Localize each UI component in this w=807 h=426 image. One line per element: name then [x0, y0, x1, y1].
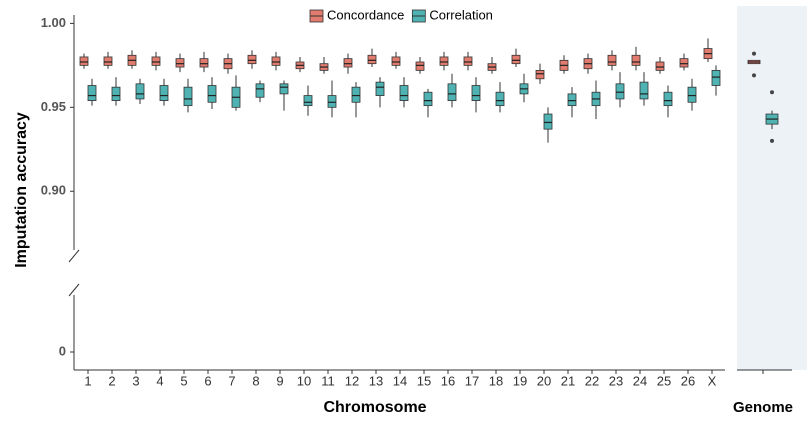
outlier	[770, 138, 774, 143]
x-tick-label: 15	[417, 373, 431, 388]
box	[199, 58, 209, 68]
x-tick-label: 14	[393, 373, 407, 388]
x-tick-label: 18	[489, 373, 503, 388]
box	[463, 56, 473, 66]
x-tick-label: 2	[108, 373, 115, 388]
legend-label: Correlation	[429, 7, 493, 22]
box	[439, 56, 449, 66]
box	[447, 83, 457, 102]
x-tick-label: 20	[537, 373, 551, 388]
box	[415, 61, 425, 71]
legend-label: Concordance	[327, 7, 404, 22]
axis-break	[68, 283, 80, 297]
box	[87, 85, 97, 102]
x-axis-label: Chromosome	[323, 399, 426, 416]
box	[535, 69, 545, 80]
x-tick-label: 6	[204, 373, 211, 388]
outlier	[770, 90, 774, 95]
x-tick-label: 22	[585, 373, 599, 388]
box	[543, 113, 553, 130]
box	[271, 56, 281, 66]
box	[391, 56, 401, 66]
x-tick-label: 21	[561, 373, 575, 388]
x-tick-label: 7	[228, 373, 235, 388]
genome-panel	[737, 6, 807, 370]
x-tick-label: 12	[345, 373, 359, 388]
x-tick-label: 23	[609, 373, 623, 388]
axis-break	[68, 249, 80, 263]
x-tick-label: 9	[276, 373, 283, 388]
x-tick-label: 25	[657, 373, 671, 388]
x-tick-label: 13	[369, 373, 383, 388]
box	[495, 91, 505, 107]
box	[279, 83, 289, 95]
box	[135, 83, 145, 100]
y-tick-label: 0.90	[41, 183, 66, 198]
x-tick-label: 16	[441, 373, 455, 388]
x-tick-label: 11	[321, 373, 335, 388]
x-tick-label: 19	[513, 373, 527, 388]
outlier	[752, 73, 756, 78]
box	[607, 54, 617, 66]
box	[655, 61, 665, 71]
x-tick-label: 5	[180, 373, 187, 388]
box	[511, 54, 521, 65]
box	[327, 95, 337, 108]
x-tick-label: 26	[681, 373, 695, 388]
box	[175, 58, 185, 68]
box	[343, 58, 353, 68]
box	[679, 58, 689, 68]
box	[567, 93, 577, 107]
y-axis-label: Imputation accuracy	[13, 112, 30, 268]
y-tick-label: 0	[59, 343, 66, 358]
box	[687, 86, 697, 103]
box	[151, 56, 161, 66]
box	[471, 85, 481, 102]
box	[399, 85, 409, 102]
y-tick-label: 1.00	[41, 15, 66, 30]
box	[79, 56, 89, 66]
box	[247, 54, 257, 65]
outlier	[752, 51, 756, 56]
genome-label: Genome	[733, 399, 793, 416]
box	[375, 81, 385, 96]
box	[631, 54, 641, 66]
box	[103, 56, 113, 66]
box	[367, 54, 377, 65]
box	[615, 83, 625, 100]
box	[183, 86, 193, 107]
box	[303, 95, 313, 107]
box	[663, 91, 673, 107]
box	[159, 85, 169, 102]
box	[711, 69, 721, 86]
box	[351, 86, 361, 103]
box	[255, 83, 265, 98]
x-tick-label: 4	[156, 373, 163, 388]
x-tick-label: 1	[84, 373, 91, 388]
x-tick-label: 8	[252, 373, 259, 388]
x-tick-label: 24	[633, 373, 647, 388]
x-tick-label: 17	[465, 373, 479, 388]
y-tick-label: 0.95	[41, 99, 66, 114]
box	[111, 86, 121, 102]
x-tick-label: 10	[297, 373, 311, 388]
box	[639, 81, 649, 100]
box	[423, 91, 433, 107]
x-tick-label: X	[708, 373, 717, 388]
x-tick-label: 3	[132, 373, 139, 388]
box	[207, 85, 217, 103]
